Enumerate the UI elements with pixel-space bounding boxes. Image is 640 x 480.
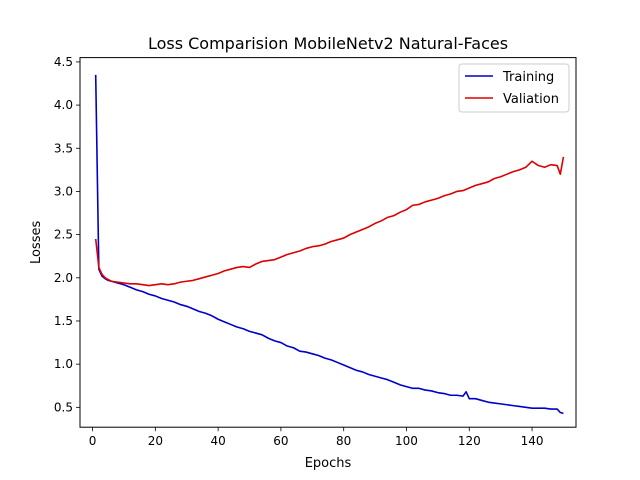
y-tick-label: 1.0 [54, 357, 73, 371]
plot-lines [94, 74, 565, 415]
legend-label: Training [502, 70, 554, 85]
plot-frame [79, 57, 577, 428]
x-tick-label: 20 [148, 434, 163, 448]
series-line-0 [94, 74, 564, 415]
x-tick-label: 80 [336, 434, 351, 448]
y-tick-label: 3.5 [54, 141, 73, 155]
x-tick-label: 60 [273, 434, 288, 448]
y-tick-label: 4.0 [54, 98, 73, 112]
x-axis: 0 20 40 60 80 100 120 140 [89, 427, 544, 448]
chart-title: Loss Comparision MobileNetv2 Natural-Fac… [148, 34, 508, 53]
series-line-1 [94, 156, 565, 287]
x-tick-label: 120 [458, 434, 481, 448]
x-tick-label: 40 [210, 434, 225, 448]
y-tick-label: 1.5 [54, 314, 73, 328]
y-tick-label: 3.0 [54, 184, 73, 198]
x-tick-label: 100 [395, 434, 418, 448]
legend-label: Valiation [503, 92, 559, 107]
y-axis: 0.5 1.0 1.5 2.0 2.5 3.0 3.5 4.0 4.5 [54, 55, 80, 414]
y-tick-label: 4.5 [54, 55, 73, 69]
x-tick-label: 0 [89, 434, 97, 448]
y-tick-label: 0.5 [54, 400, 73, 414]
x-axis-label: Epochs [305, 456, 352, 471]
y-tick-label: 2.5 [54, 228, 73, 242]
y-tick-label: 2.0 [54, 271, 73, 285]
x-tick-label: 140 [521, 434, 544, 448]
y-axis-label: Losses [29, 221, 44, 265]
legend: Training Valiation [458, 63, 570, 113]
